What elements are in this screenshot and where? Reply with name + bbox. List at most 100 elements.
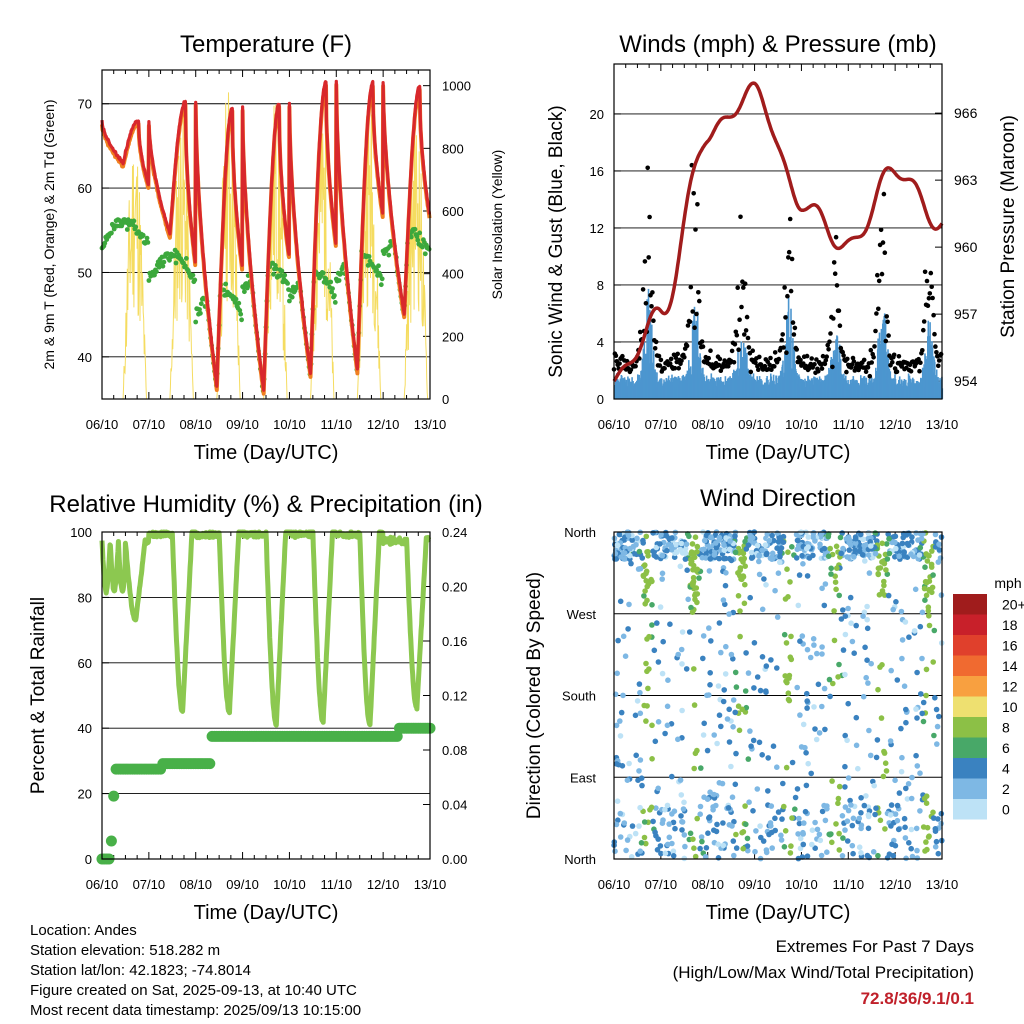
gust-point — [798, 357, 803, 363]
wind-bar — [695, 320, 698, 399]
direction-point — [769, 845, 775, 851]
direction-point — [698, 765, 704, 771]
gust-point — [812, 362, 817, 367]
direction-point — [935, 559, 942, 565]
gust-point — [772, 350, 778, 355]
gust-point — [649, 304, 654, 309]
dewpoint-point — [124, 227, 130, 232]
gust-point — [676, 366, 681, 371]
y-tick-label: 8 — [597, 278, 604, 293]
direction-point — [902, 824, 908, 831]
direction-point — [642, 588, 648, 594]
gust-point — [620, 353, 625, 359]
direction-point — [639, 782, 645, 789]
direction-point — [923, 692, 929, 699]
direction-point — [828, 831, 834, 837]
direction-point — [756, 558, 762, 565]
legend-swatch — [953, 758, 987, 779]
direction-point — [643, 840, 649, 847]
direction-point — [636, 681, 643, 687]
dewpoint-point — [323, 276, 329, 282]
gust-point — [742, 332, 747, 337]
direction-point — [803, 782, 810, 789]
direction-point — [831, 608, 837, 614]
panel-title: Wind Direction — [700, 485, 856, 512]
direction-point — [660, 817, 666, 823]
direction-point — [700, 732, 707, 738]
direction-point — [783, 640, 790, 646]
direction-point — [936, 713, 942, 720]
direction-point — [806, 555, 813, 561]
gust-point — [883, 338, 889, 344]
direction-point — [921, 795, 928, 802]
direction-point — [634, 698, 641, 704]
direction-point — [836, 661, 842, 668]
direction-point — [758, 834, 764, 841]
direction-point — [623, 847, 629, 854]
direction-point — [627, 545, 633, 552]
direction-point — [770, 555, 776, 562]
direction-point — [716, 620, 723, 626]
direction-point — [657, 541, 663, 547]
direction-point — [875, 571, 882, 578]
direction-point — [764, 531, 771, 537]
gust-point — [637, 329, 643, 335]
direction-point — [655, 659, 662, 665]
direction-point — [901, 815, 908, 822]
dewpoint-point — [221, 287, 227, 293]
direction-point — [726, 546, 733, 553]
x-tick-label: 11/10 — [320, 417, 352, 432]
gust-point — [851, 359, 857, 364]
direction-point — [689, 541, 696, 547]
x-tick-label: 10/10 — [785, 877, 818, 892]
direction-point — [904, 796, 911, 802]
direction-point — [827, 545, 833, 552]
direction-point — [683, 541, 690, 547]
direction-point — [639, 555, 646, 561]
direction-point — [822, 581, 829, 587]
direction-point — [858, 850, 864, 856]
direction-point — [934, 723, 941, 730]
direction-point — [821, 602, 828, 609]
direction-point — [792, 794, 799, 801]
direction-point — [784, 566, 790, 572]
direction-point — [909, 853, 916, 860]
direction-point — [770, 537, 777, 544]
direction-point — [679, 827, 685, 833]
direction-point — [829, 839, 835, 846]
direction-point — [699, 838, 705, 845]
direction-point — [772, 587, 778, 594]
direction-point — [865, 812, 872, 818]
gust-point — [876, 306, 881, 312]
direction-point — [742, 688, 749, 694]
direction-point — [735, 593, 742, 599]
direction-point — [663, 533, 670, 539]
direction-point — [613, 761, 620, 767]
direction-point — [660, 638, 666, 645]
y-tick-label: 70 — [78, 97, 92, 112]
winds-pressure-panel: Winds (mph) & Pressure (mb) 06/10 07/10 08/… — [546, 31, 1019, 464]
direction-point — [621, 820, 628, 826]
direction-point — [870, 778, 876, 785]
direction-point — [893, 545, 899, 552]
gust-point — [781, 345, 786, 350]
gust-point — [920, 348, 925, 353]
direction-point — [863, 793, 869, 799]
direction-point — [926, 613, 932, 619]
legend-swatch — [953, 676, 987, 697]
dewpoint-point — [238, 311, 244, 317]
direction-point — [814, 826, 821, 833]
wind-bar — [831, 358, 834, 399]
direction-point — [714, 740, 720, 747]
direction-point — [847, 797, 853, 804]
direction-point — [881, 582, 887, 589]
direction-point — [683, 666, 690, 672]
gust-point — [830, 364, 835, 370]
direction-point — [672, 825, 678, 832]
gust-point — [739, 304, 744, 310]
panel-title: Temperature (F) — [180, 31, 352, 58]
direction-point — [675, 651, 681, 658]
direction-point — [881, 750, 888, 756]
direction-point — [796, 572, 803, 578]
